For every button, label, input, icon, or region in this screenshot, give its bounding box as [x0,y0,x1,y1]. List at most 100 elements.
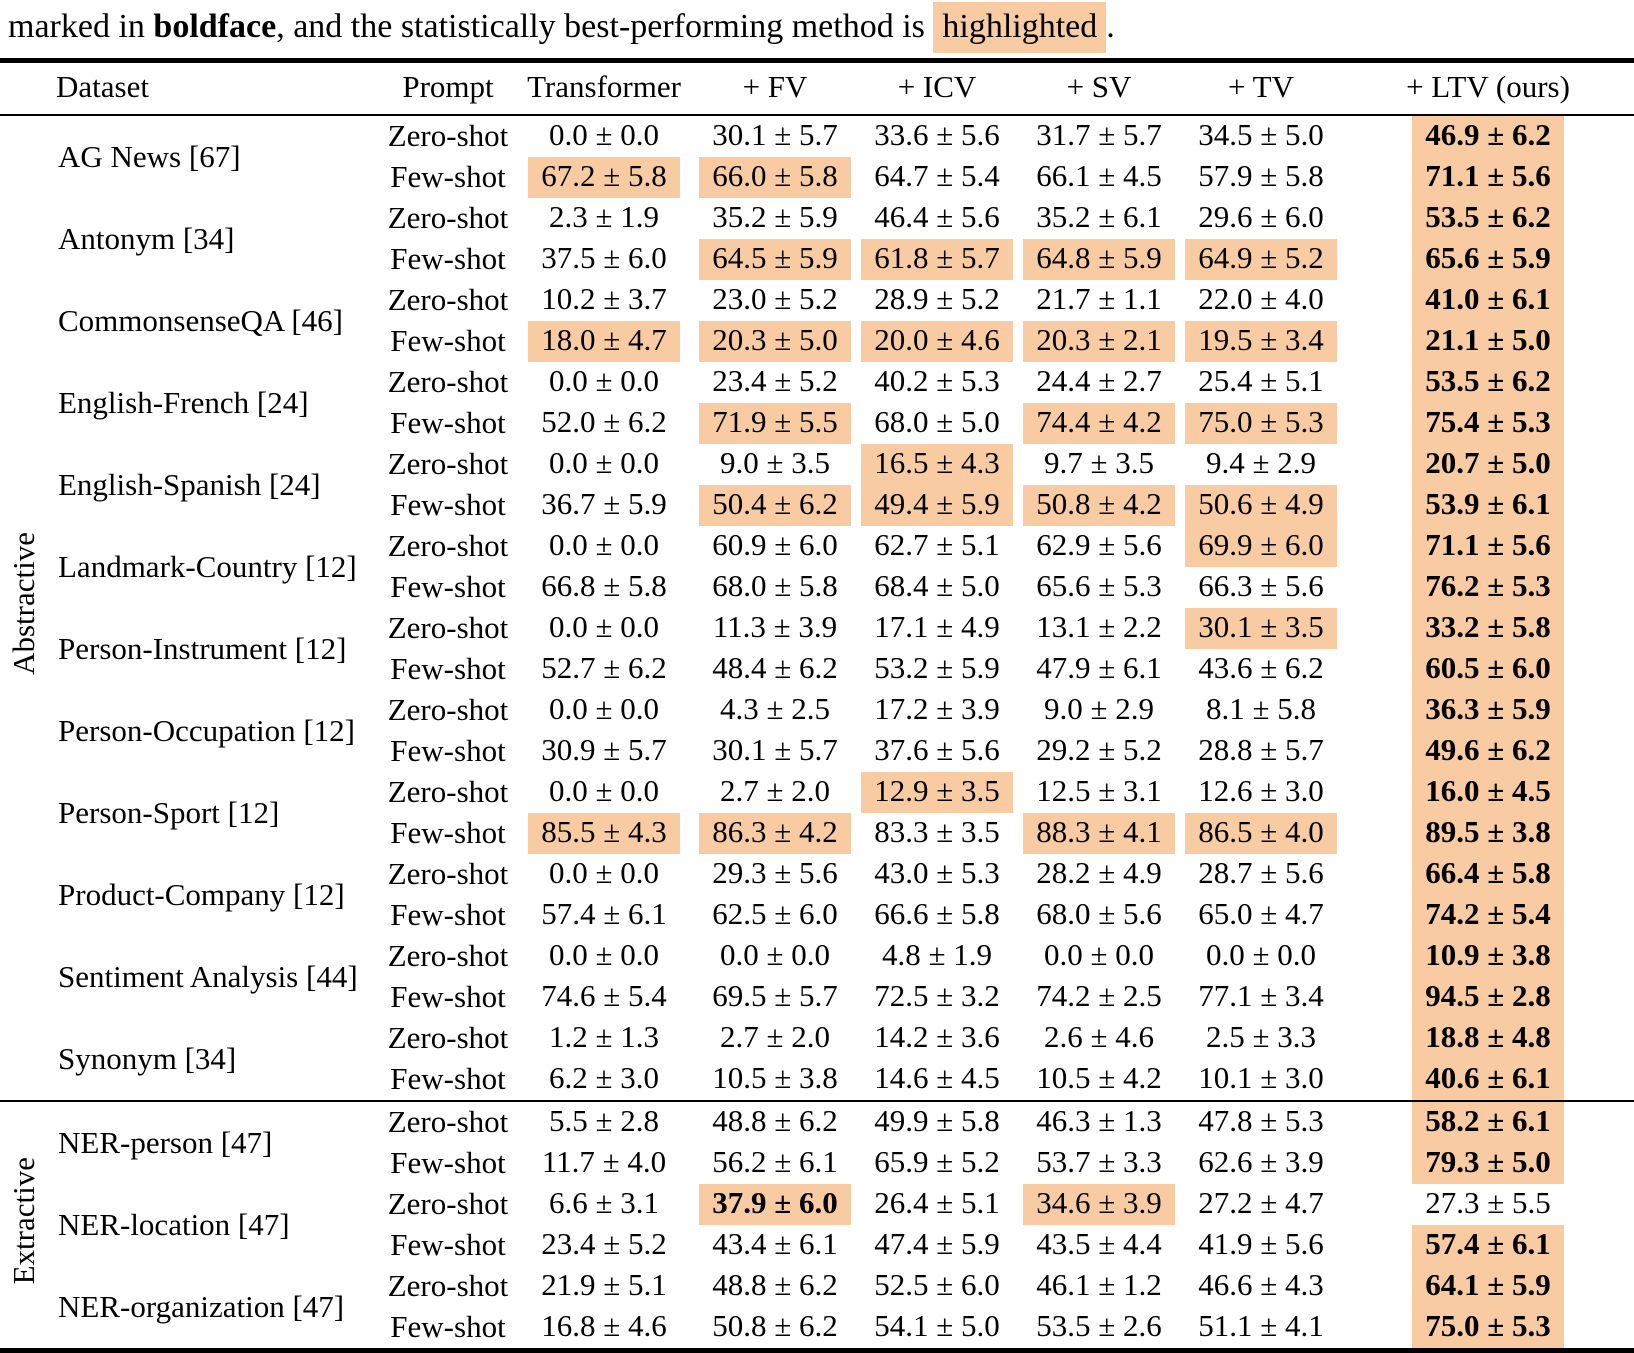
score-value: 30.1 ± 3.5 [1185,607,1337,649]
dataset-name: Person-Sport [12] [58,794,280,830]
score-cell: 89.5 ± 3.8 [1342,812,1634,854]
score-value: 64.5 ± 5.9 [699,238,851,280]
score-cell: 48.4 ± 6.2 [694,649,856,690]
table-row: Person-Sport [12] Zero-shot 0.0 ± 0.0 2.7 ±… [0,771,1634,830]
score-value: 57.4 ± 6.1 [1412,1224,1564,1266]
score-cell: 64.9 ± 5.2 [1180,238,1342,280]
score-cell: 50.6 ± 4.9 [1180,484,1342,526]
score-cell: 35.2 ± 6.1 [1018,198,1180,239]
score-value: 0.0 ± 0.0 [1205,936,1316,972]
score-value: 10.1 ± 3.0 [1198,1059,1324,1095]
score-cell: 23.4 ± 5.2 [694,362,856,403]
score-cell: 5.5 ± 2.8 [514,1099,694,1143]
score-cell: 33.2 ± 5.8 [1342,607,1634,649]
col-header-transformer: Transformer [514,60,694,116]
table-row: English-Spanish [24] Zero-shot 0.0 ± 0.0 9.… [0,443,1634,502]
group-label-cell: Extractive [0,1099,46,1350]
prompt-type: Few-shot [390,405,506,440]
score-value: 31.7 ± 5.7 [1036,116,1162,152]
score-cell: 4.3 ± 2.5 [694,690,856,731]
score-cell: 54.1 ± 5.0 [856,1307,1018,1351]
prompt-type: Zero-shot [387,528,509,563]
score-cell: 24.4 ± 2.7 [1018,362,1180,403]
score-value: 46.1 ± 1.2 [1036,1266,1162,1302]
score-value: 20.0 ± 4.6 [861,320,1013,362]
score-cell: 64.8 ± 5.9 [1018,238,1180,280]
score-cell: 9.0 ± 3.5 [694,444,856,485]
score-value: 68.4 ± 5.0 [874,567,1000,603]
score-value: 46.6 ± 4.3 [1198,1266,1324,1302]
score-cell: 2.3 ± 1.9 [514,198,694,239]
score-cell: 20.0 ± 4.6 [856,320,1018,362]
score-cell: 57.4 ± 6.1 [514,895,694,936]
dataset-name: CommonsenseQA [46] [58,302,344,338]
score-value: 17.2 ± 3.9 [874,690,1000,726]
score-value: 18.0 ± 4.7 [528,320,680,362]
score-cell: 20.7 ± 5.0 [1342,443,1634,485]
score-cell: 26.4 ± 5.1 [856,1184,1018,1225]
score-value: 29.3 ± 5.6 [712,854,838,890]
score-cell: 0.0 ± 0.0 [694,936,856,977]
score-cell: 48.8 ± 6.2 [694,1099,856,1143]
score-cell: 10.5 ± 4.2 [1018,1059,1180,1101]
score-cell: 9.0 ± 2.9 [1018,690,1180,731]
score-cell: 31.7 ± 5.7 [1018,115,1180,157]
score-value: 1.2 ± 1.3 [548,1018,659,1054]
score-value: 37.6 ± 5.6 [874,731,1000,767]
score-cell: 85.5 ± 4.3 [514,812,694,854]
score-value: 21.1 ± 5.0 [1412,320,1564,362]
score-value: 0.0 ± 0.0 [548,690,659,726]
score-cell: 66.3 ± 5.6 [1180,567,1342,608]
dataset-name: Synonym [34] [58,1040,237,1076]
prompt-type: Zero-shot [387,446,509,481]
score-value: 66.0 ± 5.8 [699,156,851,198]
score-cell: 75.0 ± 5.3 [1180,402,1342,444]
score-value: 0.0 ± 0.0 [548,116,659,152]
prompt-type: Few-shot [390,487,506,522]
score-value: 10.9 ± 3.8 [1412,935,1564,977]
prompt-type: Zero-shot [387,692,509,727]
score-cell: 48.8 ± 6.2 [694,1266,856,1307]
score-cell: 12.9 ± 3.5 [856,771,1018,813]
score-cell: 0.0 ± 0.0 [514,362,694,403]
group-label-cell: Abstractive [0,115,46,1101]
score-value: 9.0 ± 2.9 [1043,690,1154,726]
caption-middle: , and the statistically best-performing … [276,8,934,45]
score-value: 0.0 ± 0.0 [548,526,659,562]
score-value: 8.1 ± 5.8 [1205,690,1316,726]
score-cell: 65.6 ± 5.3 [1018,567,1180,608]
score-value: 9.4 ± 2.9 [1205,444,1316,480]
score-value: 9.0 ± 3.5 [719,444,830,480]
score-value: 74.6 ± 5.4 [541,977,667,1013]
score-cell: 28.9 ± 5.2 [856,280,1018,321]
score-value: 65.6 ± 5.9 [1412,238,1564,280]
dataset-name: Sentiment Analysis [44] [58,958,358,994]
score-value: 11.7 ± 4.0 [541,1143,667,1179]
score-value: 19.5 ± 3.4 [1185,320,1337,362]
prompt-type: Zero-shot [382,1099,514,1143]
table-row: Few-shot 37.5 ± 6.0 64.5 ± 5.9 61.8 ± 5.7 64… [0,238,1634,280]
score-value: 16.8 ± 4.6 [541,1307,667,1343]
score-cell: 29.2 ± 5.2 [1018,731,1180,772]
score-cell: 56.2 ± 6.1 [694,1143,856,1184]
score-cell: 30.1 ± 3.5 [1180,607,1342,649]
score-value: 48.4 ± 6.2 [712,649,838,685]
score-cell: 17.1 ± 4.9 [856,608,1018,649]
score-cell: 30.9 ± 5.7 [514,731,694,772]
score-cell: 62.6 ± 3.9 [1180,1143,1342,1184]
score-cell: 25.4 ± 5.1 [1180,362,1342,403]
score-value: 62.9 ± 5.6 [1036,526,1162,562]
score-cell: 33.6 ± 5.6 [856,115,1018,157]
score-value: 66.3 ± 5.6 [1198,567,1324,603]
score-cell: 74.2 ± 5.4 [1342,894,1634,936]
score-value: 62.6 ± 3.9 [1198,1143,1324,1179]
prompt-type: Zero-shot [387,774,509,809]
score-cell: 0.0 ± 0.0 [514,772,694,813]
score-cell: 0.0 ± 0.0 [514,936,694,977]
score-value: 0.0 ± 0.0 [548,444,659,480]
score-cell: 14.2 ± 3.6 [856,1018,1018,1059]
score-cell: 79.3 ± 5.0 [1342,1142,1634,1184]
score-value: 83.3 ± 3.5 [874,813,1000,849]
score-value: 75.4 ± 5.3 [1412,402,1564,444]
score-cell: 74.2 ± 2.5 [1018,977,1180,1018]
